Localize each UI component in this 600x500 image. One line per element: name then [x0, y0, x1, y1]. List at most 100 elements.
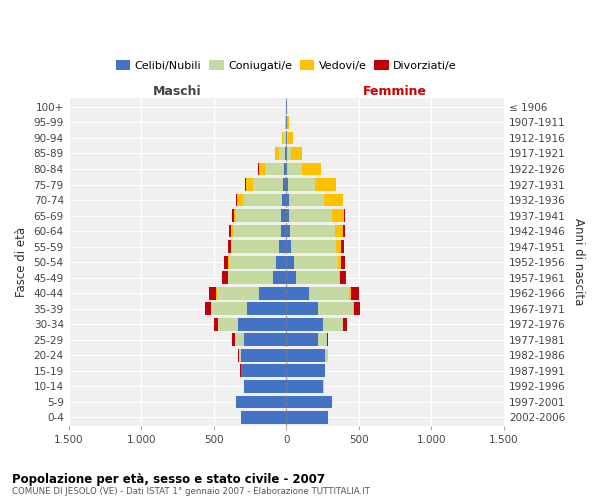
Bar [281, 224, 286, 237]
Bar [279, 240, 286, 253]
Bar [336, 240, 341, 253]
Bar [286, 272, 296, 284]
Bar [286, 224, 290, 237]
Bar [343, 318, 347, 330]
Bar [286, 380, 323, 392]
Bar [286, 411, 328, 424]
Bar [349, 287, 350, 300]
Bar [284, 162, 286, 175]
Bar [236, 194, 237, 206]
Bar [338, 272, 340, 284]
Bar [286, 194, 289, 206]
Bar [265, 162, 284, 175]
Bar [238, 349, 239, 362]
Bar [224, 256, 228, 268]
Bar [245, 178, 253, 191]
Bar [318, 334, 326, 346]
Legend: Celibi/Nubili, Coniugati/e, Vedovi/e, Divorziati/e: Celibi/Nubili, Coniugati/e, Vedovi/e, Di… [113, 58, 459, 74]
Bar [315, 178, 336, 191]
Bar [239, 349, 241, 362]
Bar [237, 194, 243, 206]
Bar [287, 147, 292, 160]
Bar [211, 302, 247, 315]
Bar [341, 256, 345, 268]
Bar [292, 240, 336, 253]
Bar [344, 209, 346, 222]
Bar [286, 240, 292, 253]
Bar [243, 194, 282, 206]
Bar [287, 132, 288, 144]
Bar [286, 364, 325, 377]
Bar [244, 380, 286, 392]
Bar [229, 224, 231, 237]
Bar [286, 287, 309, 300]
Bar [309, 287, 349, 300]
Bar [325, 194, 343, 206]
Bar [244, 334, 286, 346]
Bar [289, 209, 332, 222]
Bar [286, 334, 318, 346]
Bar [236, 396, 286, 408]
Bar [247, 302, 286, 315]
Bar [228, 256, 229, 268]
Bar [286, 178, 288, 191]
Bar [353, 302, 360, 315]
Bar [332, 209, 344, 222]
Bar [289, 194, 325, 206]
Bar [276, 256, 286, 268]
Bar [335, 224, 343, 237]
Bar [340, 272, 346, 284]
Bar [214, 318, 218, 330]
Bar [241, 411, 286, 424]
Bar [341, 240, 344, 253]
Bar [231, 224, 233, 237]
Bar [296, 272, 338, 284]
Bar [350, 287, 359, 300]
Bar [217, 287, 259, 300]
Bar [287, 116, 289, 129]
Bar [282, 132, 283, 144]
Bar [286, 302, 318, 315]
Bar [222, 272, 228, 284]
Bar [278, 147, 285, 160]
Bar [286, 256, 293, 268]
Bar [281, 209, 286, 222]
Bar [286, 349, 325, 362]
Bar [227, 240, 231, 253]
Bar [286, 209, 289, 222]
Bar [292, 147, 302, 160]
Bar [293, 256, 338, 268]
Bar [273, 272, 286, 284]
Bar [286, 318, 323, 330]
Bar [343, 224, 345, 237]
Bar [323, 318, 343, 330]
Bar [205, 302, 211, 315]
Bar [233, 209, 236, 222]
Bar [286, 147, 287, 160]
Bar [232, 240, 279, 253]
Bar [290, 224, 335, 237]
Bar [288, 132, 293, 144]
Bar [253, 178, 283, 191]
Text: COMUNE DI JESOLO (VE) - Dati ISTAT 1° gennaio 2007 - Elaborazione TUTTITALIA.IT: COMUNE DI JESOLO (VE) - Dati ISTAT 1° ge… [12, 488, 370, 496]
Bar [275, 147, 278, 160]
Bar [259, 287, 286, 300]
Bar [259, 162, 265, 175]
Bar [228, 272, 273, 284]
Bar [236, 209, 281, 222]
Bar [285, 116, 286, 129]
Bar [235, 334, 244, 346]
Bar [241, 349, 286, 362]
Bar [286, 162, 287, 175]
Bar [285, 147, 286, 160]
Bar [302, 162, 321, 175]
Bar [283, 178, 286, 191]
Bar [318, 302, 353, 315]
Bar [238, 318, 286, 330]
Bar [229, 256, 276, 268]
Bar [233, 224, 281, 237]
Bar [283, 132, 286, 144]
Bar [232, 334, 235, 346]
Bar [288, 178, 315, 191]
Bar [241, 364, 286, 377]
